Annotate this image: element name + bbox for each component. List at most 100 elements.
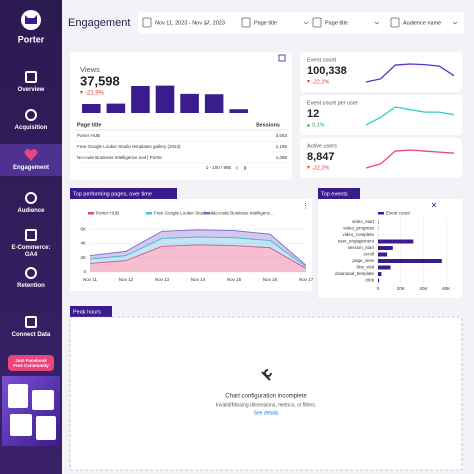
card bbox=[300, 52, 462, 92]
kpi-change: -22.2% bbox=[312, 79, 330, 85]
nav-item[interactable]: Engagement bbox=[0, 144, 62, 176]
icon-shape bbox=[25, 229, 37, 241]
sparkline bbox=[365, 63, 455, 83]
kpi-label: Event count per user bbox=[307, 100, 358, 106]
card bbox=[300, 95, 462, 135]
trend-arrow bbox=[307, 123, 310, 127]
empty-message: Chart configuration incomplete bbox=[225, 394, 307, 400]
section-tab bbox=[70, 306, 112, 317]
x-tick-label: Nov 16 bbox=[263, 277, 278, 282]
nav-label: Retention bbox=[17, 283, 45, 289]
prev-page[interactable] bbox=[235, 165, 239, 171]
x-tick-label: Nov 13 bbox=[155, 277, 170, 282]
bar bbox=[378, 272, 382, 276]
wrench-icon bbox=[261, 369, 272, 381]
trend-arrow bbox=[307, 166, 310, 169]
x-tick-label: 20K bbox=[397, 286, 405, 291]
nav-icon bbox=[25, 109, 37, 121]
community-button[interactable]: Join Facebook Free Community bbox=[8, 355, 54, 371]
more-menu[interactable]: ⋮ bbox=[302, 203, 309, 210]
bar bbox=[82, 104, 101, 113]
nav-item[interactable]: Acquisition bbox=[0, 108, 62, 132]
legend-label: Event count bbox=[386, 211, 411, 216]
dropdown-caret bbox=[452, 21, 458, 25]
nav-label: E-Commerce: GA4 bbox=[11, 245, 51, 258]
filter-bar bbox=[138, 12, 464, 34]
x-tick-label: Nov 12 bbox=[119, 277, 134, 282]
y-tick-label: first_visit bbox=[356, 265, 374, 270]
filter[interactable]: Page title bbox=[254, 20, 277, 26]
section-title: Top performing pages, over time bbox=[73, 191, 152, 197]
sparkline bbox=[365, 106, 455, 126]
column-header: Page title bbox=[77, 122, 101, 128]
kpi-value: 12 bbox=[307, 108, 319, 120]
dropdown-caret bbox=[374, 21, 380, 25]
filter-icon bbox=[312, 17, 322, 28]
bar bbox=[106, 103, 126, 113]
bar bbox=[131, 86, 150, 113]
cell: 3,063 bbox=[276, 133, 288, 138]
cell: No-code Business Intelligence tool | Por… bbox=[77, 155, 162, 160]
section-tab bbox=[318, 188, 360, 199]
nav-item[interactable]: Retention bbox=[0, 266, 62, 290]
kpi-label: Event count bbox=[307, 57, 337, 63]
area-line bbox=[89, 244, 307, 269]
section-tab bbox=[70, 188, 177, 199]
filter[interactable]: Nov 11, 2023 - Nov 17, 2023 bbox=[155, 20, 225, 26]
y-tick-label: click bbox=[365, 278, 374, 283]
area-line bbox=[89, 236, 307, 268]
filter-icon bbox=[390, 17, 400, 28]
kpi-value: 8,847 bbox=[307, 151, 335, 163]
x-tick-label: Nov 11 bbox=[83, 277, 97, 282]
nav-item[interactable]: Audience bbox=[0, 191, 62, 215]
x-tick-label: Nov 17 bbox=[299, 277, 314, 282]
kpi-change: -22.2% bbox=[312, 165, 330, 171]
nav-item[interactable]: Overview bbox=[0, 70, 62, 94]
nav-icon bbox=[25, 316, 37, 328]
area bbox=[90, 244, 306, 272]
export-icon[interactable] bbox=[278, 54, 286, 62]
x-tick-label: Nov 15 bbox=[227, 277, 242, 282]
cell: 1,185 bbox=[276, 144, 288, 149]
card bbox=[300, 138, 462, 178]
kpi-label: Active users bbox=[307, 143, 337, 149]
trend-arrow bbox=[307, 80, 310, 83]
icon-shape bbox=[25, 316, 37, 328]
community-text: Join Facebook Free Community bbox=[13, 358, 49, 368]
filter[interactable]: Audience name bbox=[403, 20, 441, 26]
legend-swatch bbox=[88, 212, 94, 215]
x-tick-label: 60K bbox=[442, 286, 450, 291]
x-tick-label: Nov 14 bbox=[191, 277, 206, 282]
bar bbox=[378, 239, 414, 244]
page-title: Engagement bbox=[68, 17, 130, 29]
nav-item[interactable]: E-Commerce: GA4 bbox=[0, 228, 62, 259]
see-details[interactable]: See details bbox=[254, 410, 279, 416]
y-tick-label: user_engagement bbox=[338, 239, 375, 244]
y-tick-label: download_template bbox=[335, 271, 375, 276]
icon-shape bbox=[25, 267, 37, 279]
nav-label: Overview bbox=[17, 87, 45, 93]
next-page[interactable] bbox=[243, 165, 247, 171]
bar bbox=[378, 246, 393, 250]
y-tick-label: 2K bbox=[80, 255, 86, 260]
y-tick-label: session_start bbox=[347, 245, 374, 250]
legend-label: Free Google Looker Studio te... bbox=[154, 211, 217, 216]
nav-icon bbox=[25, 71, 37, 83]
chart-options[interactable] bbox=[431, 202, 437, 208]
bar bbox=[229, 109, 248, 113]
cell: Porter HUB bbox=[77, 133, 100, 138]
filter[interactable]: Page title bbox=[325, 20, 348, 26]
trend-arrow bbox=[80, 91, 83, 94]
promo-card bbox=[32, 390, 54, 410]
nav-label: Acquisition bbox=[14, 125, 48, 131]
dashboard: Engagement Nov 11, 2023 - Nov 17, 2023 Pag… bbox=[68, 12, 464, 471]
dropdown-caret bbox=[303, 21, 309, 25]
kpi-change: 0.1% bbox=[312, 122, 325, 128]
nav-item[interactable]: Connect Data bbox=[0, 315, 62, 339]
nav-icon bbox=[25, 229, 37, 241]
metric-label: Views bbox=[80, 65, 100, 74]
pagination: 1 - 100 / 985 bbox=[206, 165, 232, 170]
icon-shape bbox=[25, 109, 37, 121]
x-tick-label: 0 bbox=[377, 286, 380, 291]
